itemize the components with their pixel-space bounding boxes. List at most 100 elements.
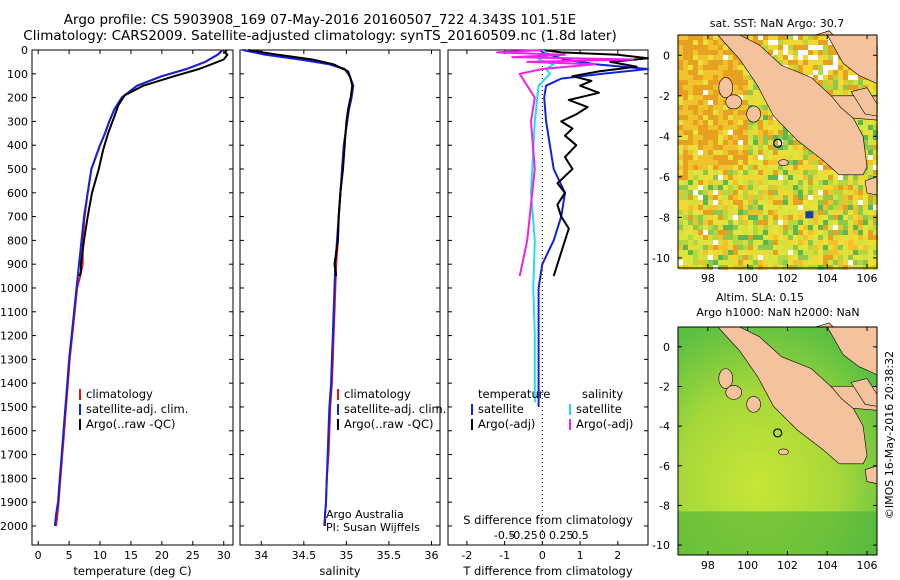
sst-cell [688, 50, 693, 55]
lat-tick-label: -4 [659, 420, 670, 433]
sst-cell [843, 230, 848, 235]
sst-cell [728, 50, 733, 55]
sst-cell [698, 225, 703, 230]
sst-cell [678, 140, 683, 145]
sst-cell [793, 250, 798, 255]
sst-cell [703, 80, 708, 85]
sst-cell [708, 135, 713, 140]
sst-cell [688, 220, 693, 225]
sst-cell [708, 190, 713, 195]
sst-cell [833, 75, 838, 80]
sst-cell [763, 120, 768, 125]
sst-cell [723, 170, 728, 175]
sst-cell [758, 250, 763, 255]
sst-cell [868, 245, 873, 250]
sst-cell [803, 55, 808, 60]
sst-cell [728, 250, 733, 255]
sst-cell [693, 40, 698, 45]
sst-cell [738, 220, 743, 225]
sst-cell [748, 240, 753, 245]
legend-title: temperature [478, 387, 550, 401]
sst-cell [698, 180, 703, 185]
sst-cell [773, 225, 778, 230]
sst-cell [743, 105, 748, 110]
sst-cell [698, 220, 703, 225]
sst-cell [788, 50, 793, 55]
sst-cell [678, 145, 683, 150]
sst-cell [733, 210, 738, 215]
sst-cell [683, 200, 688, 205]
sst-cell [768, 200, 773, 205]
sst-cell [818, 175, 823, 180]
sst-cell [768, 110, 773, 115]
sst-cell [793, 175, 798, 180]
sst-cell [848, 75, 853, 80]
sst-cell [853, 235, 858, 240]
sst-cell [868, 250, 873, 255]
sst-cell [823, 170, 828, 175]
sst-cell [693, 45, 698, 50]
sst-cell [743, 165, 748, 170]
sst-cell [738, 190, 743, 195]
sst-cell [863, 190, 868, 195]
sst-cell [868, 140, 873, 145]
sst-cell [733, 250, 738, 255]
x-tick-label: 10 [93, 549, 107, 562]
sst-cell [718, 60, 723, 65]
sst-cell [858, 185, 863, 190]
sst-cell [683, 125, 688, 130]
island-shape [778, 159, 789, 166]
sst-cell [798, 200, 803, 205]
sst-cell [858, 180, 863, 185]
sst-cell [773, 125, 778, 130]
sst-cell [833, 260, 838, 265]
sst-cell [728, 115, 733, 120]
sst-cell [798, 245, 803, 250]
sst-cell [778, 140, 783, 145]
sst-cell [853, 220, 858, 225]
sst-cell [748, 130, 753, 135]
sst-cell [798, 250, 803, 255]
sst-cell [693, 210, 698, 215]
x-tick-label: 0 [539, 549, 546, 562]
sst-cell [798, 220, 803, 225]
sst-cell [708, 245, 713, 250]
sst-cell [693, 135, 698, 140]
sst-cell [818, 260, 823, 265]
sst-cell [763, 255, 768, 260]
sst-cell [808, 200, 813, 205]
sst-cell [778, 150, 783, 155]
sst-cell [788, 170, 793, 175]
sst-cell [698, 230, 703, 235]
sst-cell [868, 165, 873, 170]
sst-cell [728, 245, 733, 250]
sst-cell [848, 80, 853, 85]
sst-cell [833, 200, 838, 205]
sst-cell [718, 200, 723, 205]
sst-cell [748, 200, 753, 205]
sst-cell [733, 185, 738, 190]
sst-cell [718, 135, 723, 140]
series-line-cyan [530, 49, 555, 403]
sst-cell [708, 60, 713, 65]
sst-cell [763, 40, 768, 45]
sst-cell [818, 45, 823, 50]
sst-cell [718, 145, 723, 150]
sst-cell [708, 180, 713, 185]
sst-cell [708, 210, 713, 215]
sst-cell [723, 55, 728, 60]
sst-cell [793, 55, 798, 60]
sst-cell [808, 260, 813, 265]
sst-cell [713, 95, 718, 100]
sst-cell [683, 135, 688, 140]
sst-cell [758, 35, 763, 40]
sst-cell [858, 235, 863, 240]
sst-cell [783, 235, 788, 240]
sst-cell [713, 205, 718, 210]
sst-cell [683, 165, 688, 170]
sst-cell [733, 90, 738, 95]
sst-cell [678, 260, 683, 265]
sst-cell [678, 75, 683, 80]
sst-cell [833, 90, 838, 95]
sst-cell [713, 185, 718, 190]
